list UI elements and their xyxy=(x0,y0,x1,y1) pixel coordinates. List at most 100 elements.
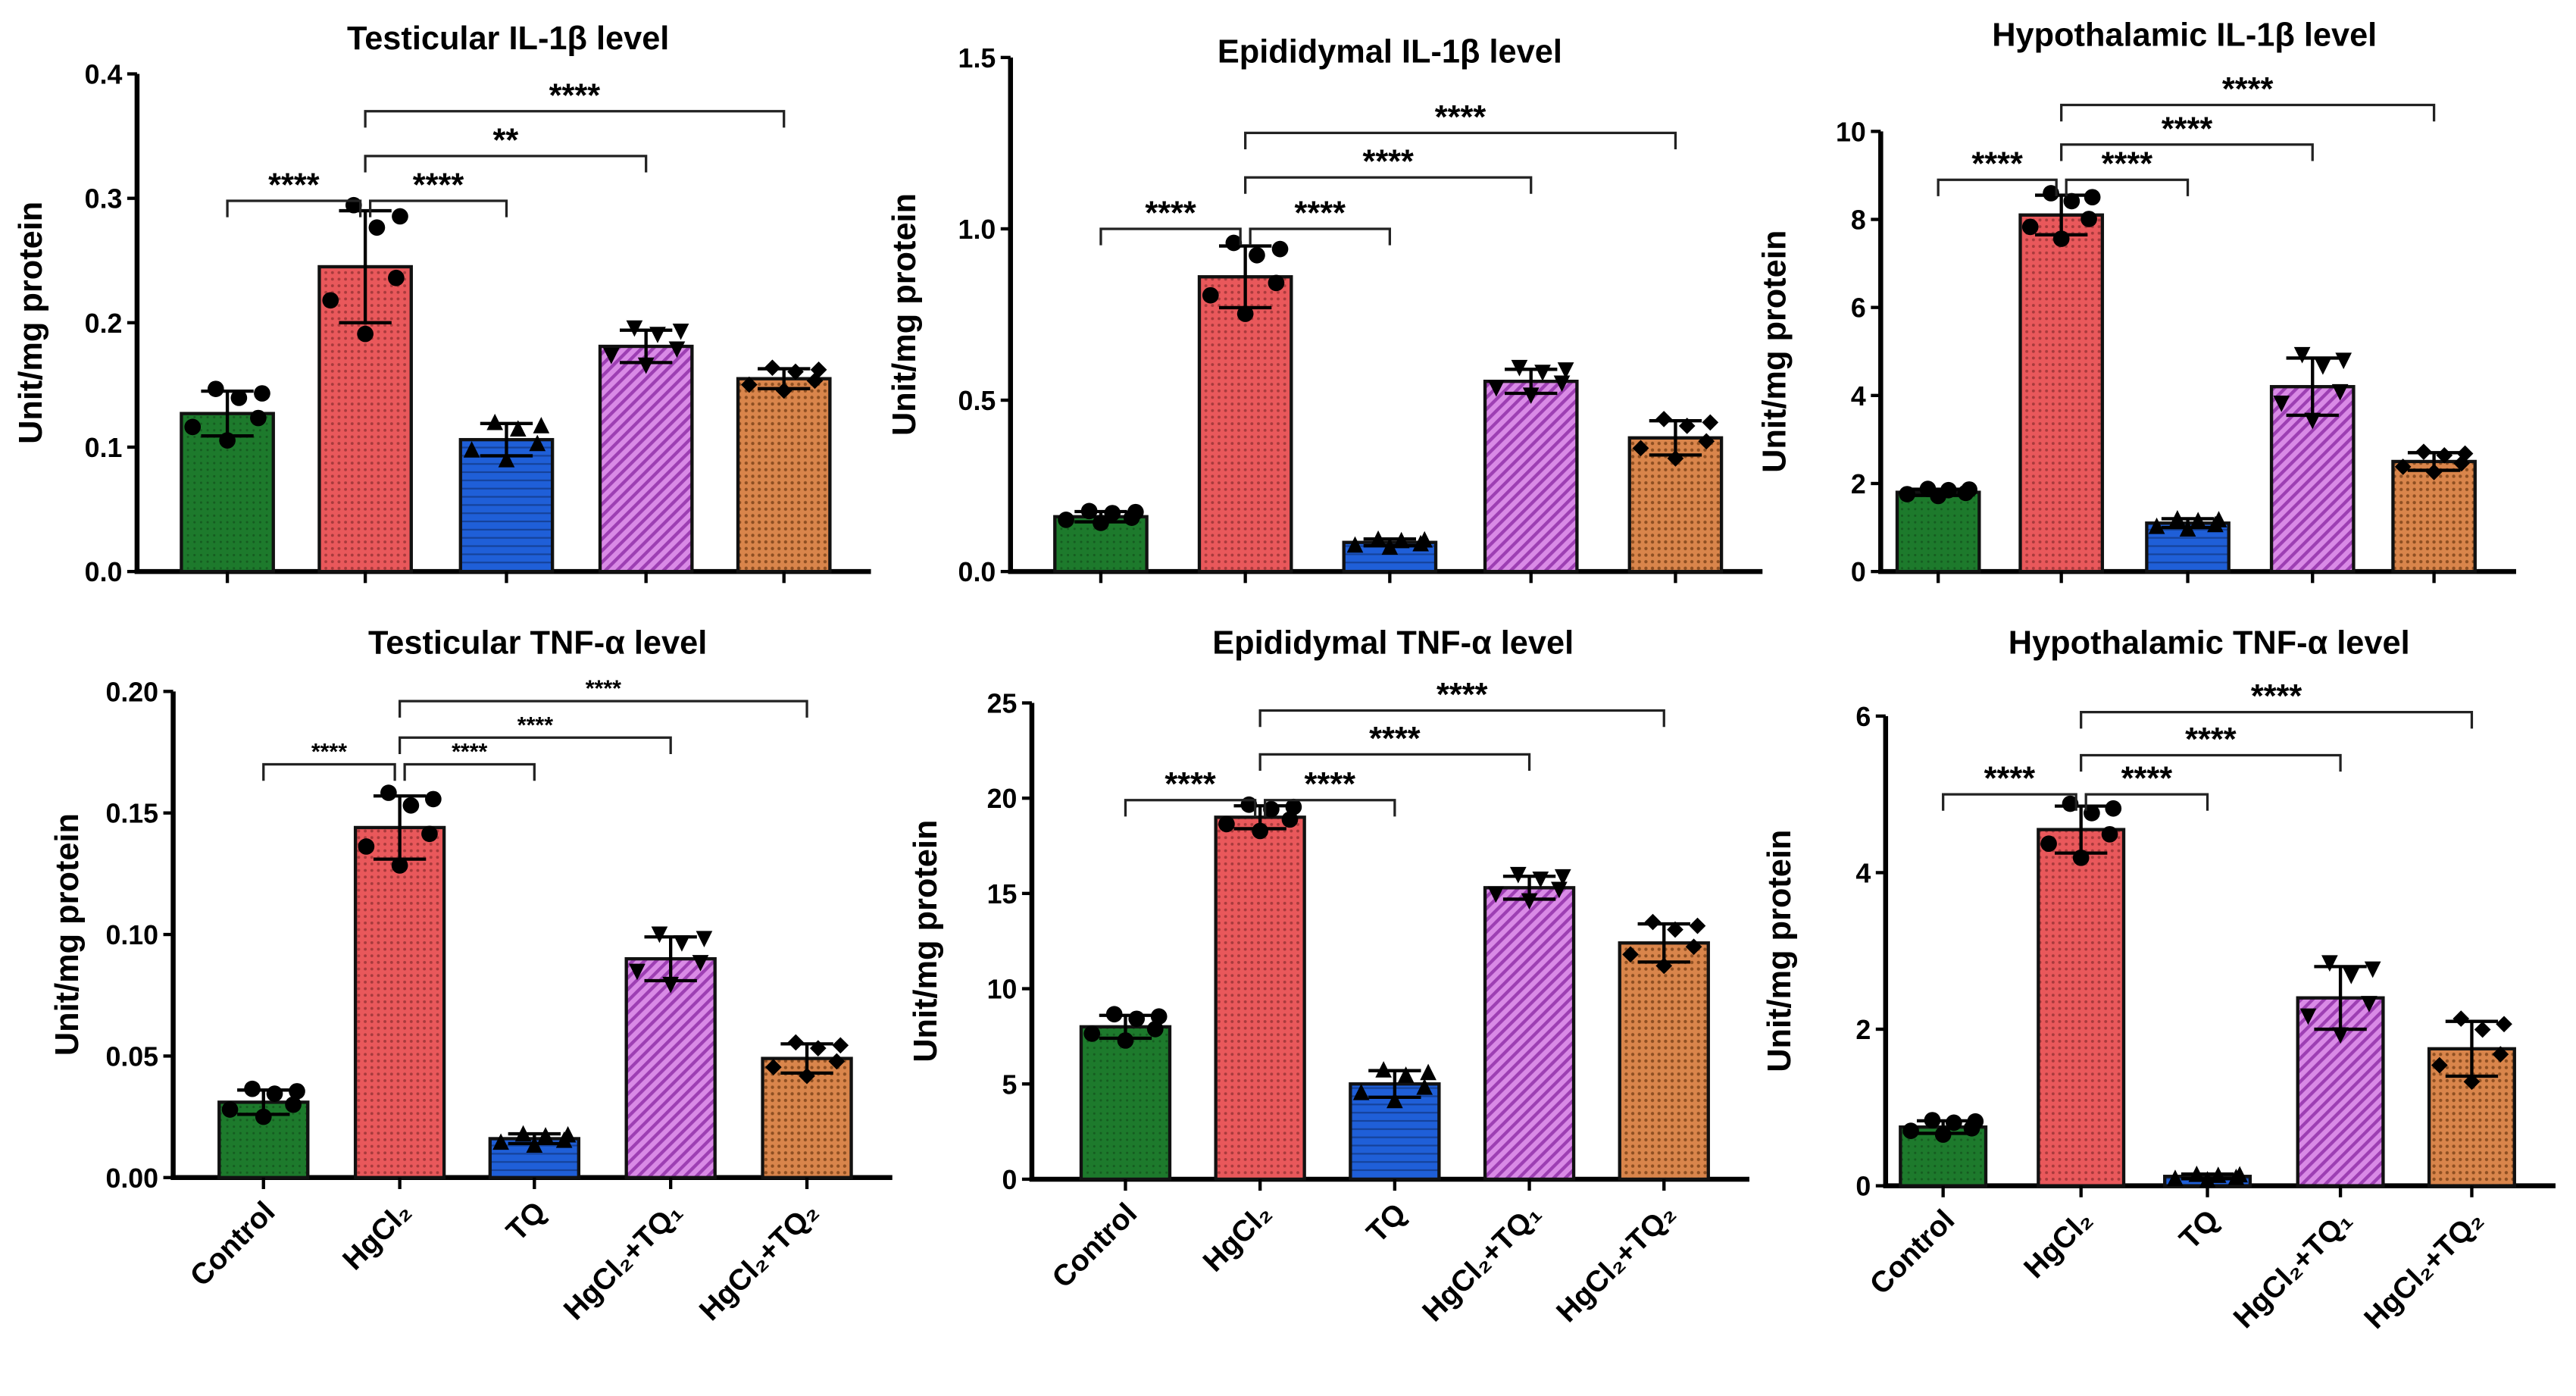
data-point xyxy=(1252,822,1268,840)
y-tick-label: 6 xyxy=(1855,702,1871,732)
significance-bracket xyxy=(1099,227,1242,246)
data-point xyxy=(2167,1169,2184,1186)
y-tick-label: 0 xyxy=(1002,1165,1018,1195)
significance-label: **** xyxy=(1362,144,1414,180)
data-point xyxy=(2315,358,2331,375)
data-point xyxy=(629,963,646,981)
significance-label: **** xyxy=(1305,766,1356,803)
significance-label: **** xyxy=(586,677,621,702)
data-point xyxy=(2062,795,2079,812)
significance-bracket xyxy=(1124,799,1257,817)
bar xyxy=(1214,815,1306,1182)
chart-panel: Epididymal TNF-α level Unit/mg protein 0 5 1… xyxy=(908,624,1749,1329)
significance-bracket xyxy=(2060,103,2436,122)
data-point xyxy=(1058,512,1074,528)
y-axis-label: Unit/mg protein xyxy=(1757,230,1793,473)
data-point xyxy=(2453,1010,2470,1027)
significance-label: **** xyxy=(2102,146,2153,183)
data-point xyxy=(662,976,680,994)
data-point xyxy=(2431,1056,2448,1074)
data-point xyxy=(1281,811,1299,828)
data-point xyxy=(2415,443,2432,461)
y-tick-label: 10 xyxy=(987,975,1018,1005)
significance-bracket xyxy=(1244,176,1533,194)
chart-title: Epididymal TNF-α level xyxy=(1212,624,1574,661)
significance-bracket xyxy=(398,736,672,754)
data-point xyxy=(357,325,374,343)
data-point xyxy=(1534,365,1551,381)
data-point xyxy=(1924,1112,1941,1128)
significance-bracket xyxy=(226,199,362,218)
significance-bracket xyxy=(1264,799,1396,817)
data-point xyxy=(537,1127,554,1144)
data-point xyxy=(392,208,408,225)
data-point xyxy=(221,1101,239,1118)
data-point xyxy=(1202,286,1219,304)
chart-title: Testicular IL-1β level xyxy=(347,20,669,57)
chart-panel: Testicular IL-1β level Unit/mg protein 0.0… xyxy=(13,20,871,587)
y-axis-label: Unit/mg protein xyxy=(49,813,86,1056)
data-point xyxy=(1268,274,1285,292)
data-point xyxy=(2231,1166,2248,1183)
y-tick-label: 0.05 xyxy=(105,1041,158,1072)
significance-bracket xyxy=(1258,753,1531,772)
data-point xyxy=(421,825,438,843)
x-tick-label: TQ xyxy=(1361,1197,1413,1250)
data-point xyxy=(1375,1061,1392,1078)
data-point xyxy=(2331,383,2349,401)
y-tick-label: 1.0 xyxy=(958,214,996,245)
significance-bracket xyxy=(2080,753,2342,772)
y-tick-label: 10 xyxy=(1836,117,1866,147)
significance-label: **** xyxy=(549,77,601,114)
data-point xyxy=(1218,815,1235,833)
data-point xyxy=(514,1125,532,1142)
significance-bracket xyxy=(2060,143,2314,161)
data-point xyxy=(1263,800,1280,818)
data-point xyxy=(651,926,668,944)
data-point xyxy=(509,420,527,437)
x-tick-label: TQ xyxy=(500,1195,552,1247)
data-point xyxy=(2190,512,2207,529)
data-point xyxy=(696,931,713,947)
data-point xyxy=(1271,240,1289,258)
data-point xyxy=(1678,418,1696,434)
data-point xyxy=(692,955,709,972)
bar xyxy=(1618,941,1710,1182)
significance-label: **** xyxy=(413,167,464,203)
data-point xyxy=(255,1108,272,1125)
bar xyxy=(2037,828,2126,1188)
data-point xyxy=(2040,835,2057,853)
data-point xyxy=(526,1136,543,1153)
x-tick-label: HgCl₂+TQ₂ xyxy=(1550,1197,1682,1329)
bar xyxy=(736,377,832,574)
data-point xyxy=(2425,464,2443,480)
data-point xyxy=(1249,246,1265,264)
data-point xyxy=(2101,825,2118,843)
data-point xyxy=(266,1085,283,1102)
data-point xyxy=(1105,1006,1123,1023)
data-point xyxy=(1416,1078,1433,1095)
chart-title: Epididymal IL-1β level xyxy=(1218,33,1562,70)
chart-panel: Hypothalamic TNF-α level Unit/mg protein 0… xyxy=(1762,624,2556,1335)
data-point xyxy=(1521,893,1538,910)
data-point xyxy=(672,323,689,340)
data-point xyxy=(2148,517,2165,534)
data-point xyxy=(775,382,792,399)
data-point xyxy=(1420,1063,1436,1081)
data-point xyxy=(492,1133,509,1150)
data-point xyxy=(2273,396,2290,412)
data-point xyxy=(2335,352,2352,370)
significance-bracket xyxy=(398,700,808,718)
significance-label: **** xyxy=(2185,721,2237,758)
data-point xyxy=(1393,531,1410,549)
significance-bracket xyxy=(262,762,396,781)
data-point xyxy=(1416,531,1433,548)
significance-bracket xyxy=(1942,793,2077,811)
significance-label: **** xyxy=(268,167,320,203)
data-point xyxy=(2321,955,2338,972)
data-point xyxy=(1511,359,1528,377)
data-point xyxy=(559,1125,577,1143)
significance-label: **** xyxy=(1295,195,1346,231)
data-point xyxy=(2084,189,2101,206)
